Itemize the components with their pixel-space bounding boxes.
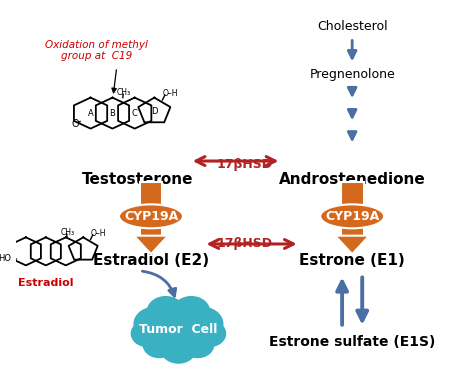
Text: CYP19A: CYP19A: [124, 210, 178, 223]
Text: CH₃: CH₃: [60, 228, 74, 237]
Text: Androstenedione: Androstenedione: [279, 172, 426, 187]
Polygon shape: [341, 182, 364, 236]
Text: B: B: [109, 109, 115, 118]
Polygon shape: [134, 236, 168, 254]
Text: C: C: [132, 109, 137, 118]
Circle shape: [134, 307, 175, 340]
Text: CH₃: CH₃: [116, 88, 130, 97]
Text: Testosterone: Testosterone: [82, 172, 193, 187]
Ellipse shape: [119, 204, 183, 228]
Text: CYP19A: CYP19A: [325, 210, 379, 223]
Polygon shape: [139, 182, 163, 236]
Text: O: O: [72, 119, 79, 129]
Text: Estrone (E1): Estrone (E1): [299, 253, 405, 268]
Text: Estrone sulfate (E1S): Estrone sulfate (E1S): [269, 334, 435, 349]
Text: 17βHSD: 17βHSD: [217, 238, 273, 250]
Text: O–H: O–H: [90, 229, 106, 238]
Circle shape: [173, 297, 210, 326]
Text: HO: HO: [0, 254, 11, 263]
Text: O–H: O–H: [163, 89, 178, 98]
Text: Cholesterol: Cholesterol: [317, 20, 387, 33]
Circle shape: [193, 321, 226, 346]
Text: Estradiol: Estradiol: [18, 278, 73, 288]
Circle shape: [182, 307, 223, 340]
Text: D: D: [151, 107, 157, 116]
Text: 17βHSD: 17βHSD: [217, 158, 273, 171]
Circle shape: [143, 332, 175, 357]
Text: Tumor  Cell: Tumor Cell: [139, 323, 218, 336]
Circle shape: [152, 306, 205, 348]
Text: Oxidation of methyl
group at  C19: Oxidation of methyl group at C19: [45, 40, 147, 61]
Text: Estradiol (E2): Estradiol (E2): [93, 253, 209, 268]
Circle shape: [182, 332, 214, 357]
Circle shape: [161, 335, 196, 363]
Text: Pregnenolone: Pregnenolone: [310, 68, 395, 81]
Text: A: A: [88, 109, 93, 118]
Circle shape: [147, 297, 184, 326]
Polygon shape: [335, 236, 369, 254]
Ellipse shape: [320, 204, 384, 228]
Circle shape: [131, 321, 164, 346]
